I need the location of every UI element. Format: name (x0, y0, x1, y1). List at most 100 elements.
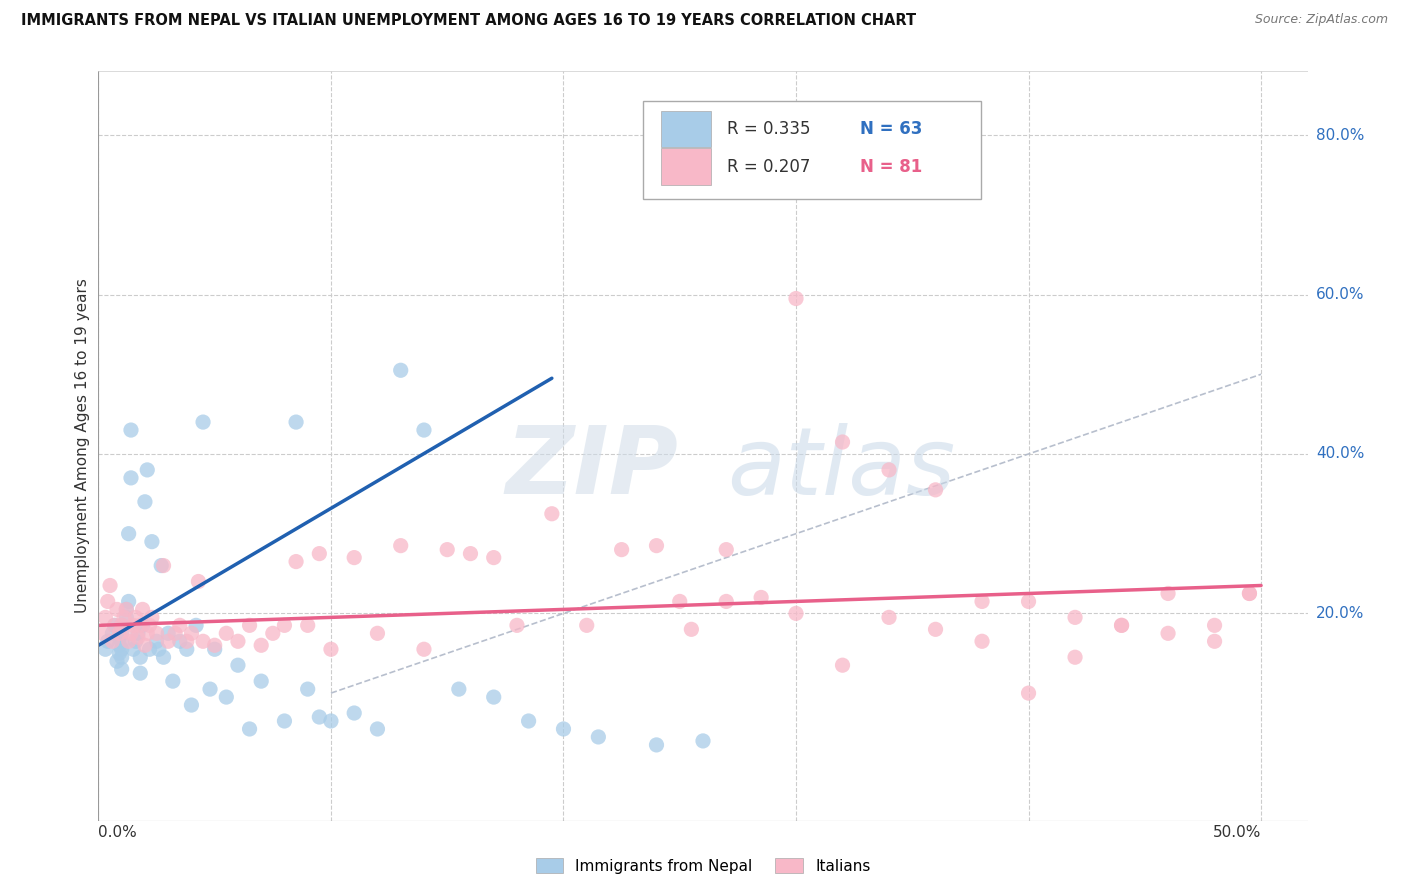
Point (141, 534, 163, 549)
Point (187, 574, 209, 589)
Point (877, 610, 900, 624)
Point (180, 626, 202, 640)
Point (124, 610, 146, 624)
Point (111, 618, 134, 632)
Point (145, 626, 167, 640)
Point (148, 642, 170, 657)
Point (198, 682, 221, 697)
Point (924, 483, 946, 497)
Point (215, 626, 238, 640)
Point (575, 618, 598, 632)
Point (111, 626, 134, 640)
Point (239, 618, 262, 632)
Point (111, 642, 134, 657)
Point (131, 618, 153, 632)
Point (1204, 618, 1226, 632)
Point (136, 463, 159, 477)
Point (129, 650, 152, 665)
Point (668, 594, 690, 608)
Point (97, 634, 120, 648)
Point (239, 722, 262, 736)
Point (215, 690, 238, 704)
Point (157, 626, 180, 640)
Point (262, 626, 284, 640)
Text: 0.0%: 0.0% (98, 824, 138, 839)
Point (831, 435, 853, 450)
Point (104, 618, 127, 632)
Point (1018, 594, 1040, 608)
Point (108, 626, 131, 640)
Point (413, 642, 436, 657)
Point (120, 471, 142, 485)
Point (169, 618, 191, 632)
Point (970, 634, 993, 648)
FancyBboxPatch shape (643, 102, 981, 199)
Legend: Immigrants from Nepal, Italians: Immigrants from Nepal, Italians (530, 852, 876, 880)
Point (831, 658, 853, 673)
Point (115, 602, 138, 616)
Point (285, 555, 308, 569)
Point (111, 662, 134, 676)
Point (645, 738, 668, 752)
Point (1064, 610, 1087, 624)
Point (120, 626, 142, 640)
Point (108, 630, 131, 644)
Point (162, 674, 184, 689)
Point (610, 542, 633, 557)
Point (101, 634, 124, 648)
Point (111, 650, 134, 665)
Point (94, 642, 117, 657)
Point (447, 682, 470, 697)
Point (180, 698, 202, 712)
Point (134, 638, 156, 652)
Point (136, 626, 159, 640)
Text: IMMIGRANTS FROM NEPAL VS ITALIAN UNEMPLOYMENT AMONG AGES 16 TO 19 YEARS CORRELAT: IMMIGRANTS FROM NEPAL VS ITALIAN UNEMPLO… (21, 13, 917, 29)
Point (120, 423, 142, 437)
Point (111, 634, 134, 648)
Point (122, 618, 145, 632)
Point (1239, 586, 1261, 600)
Point (118, 594, 141, 608)
Point (122, 642, 145, 657)
Point (150, 558, 173, 573)
Point (97, 594, 120, 608)
Point (366, 626, 388, 640)
Point (204, 642, 226, 657)
Point (152, 558, 174, 573)
Point (413, 423, 436, 437)
Point (138, 618, 160, 632)
Point (970, 594, 993, 608)
Point (273, 618, 295, 632)
Point (184, 618, 207, 632)
Point (191, 634, 214, 648)
Point (115, 602, 138, 616)
Point (165, 626, 187, 640)
Point (436, 542, 458, 557)
Point (645, 539, 668, 553)
Point (94, 610, 117, 624)
Point (588, 730, 610, 744)
Point (319, 714, 342, 728)
Point (692, 734, 714, 748)
Point (105, 602, 128, 616)
Point (540, 507, 562, 521)
Text: R = 0.335: R = 0.335 (727, 120, 811, 138)
Point (877, 463, 900, 477)
Point (108, 638, 131, 652)
Point (1157, 586, 1180, 600)
Point (134, 495, 156, 509)
Text: 60.0%: 60.0% (1316, 287, 1364, 302)
Point (553, 722, 575, 736)
Point (1111, 618, 1133, 632)
Point (138, 642, 160, 657)
Point (749, 591, 772, 605)
Point (389, 539, 412, 553)
Point (1239, 586, 1261, 600)
Point (152, 650, 174, 665)
Point (716, 542, 738, 557)
Point (250, 638, 273, 652)
Point (297, 682, 319, 697)
Point (129, 618, 152, 632)
Point (366, 722, 388, 736)
Y-axis label: Unemployment Among Ages 16 to 19 years: Unemployment Among Ages 16 to 19 years (75, 278, 90, 614)
